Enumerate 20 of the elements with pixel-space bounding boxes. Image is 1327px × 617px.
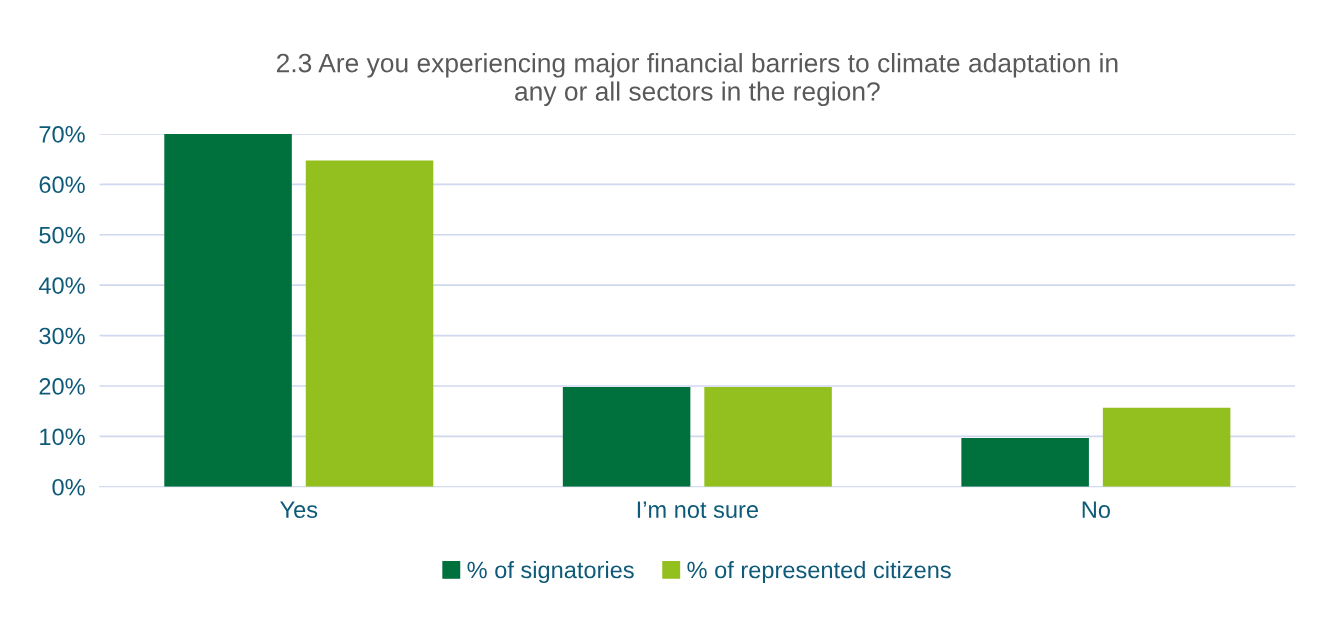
chart-title: 2.3 Are you experiencing major financial barriers to climate adaptation in any or all sectors in the region? (276, 53, 1118, 107)
y-tick-label: 20% (39, 378, 85, 395)
legend-label: % of represented citizens (687, 561, 951, 584)
y-tick-label: 50% (39, 226, 85, 244)
y-tick-label: 40% (38, 277, 85, 294)
bar (305, 160, 434, 487)
x-tick-label: I’m not sure (637, 501, 758, 519)
bar (704, 386, 832, 487)
bar (961, 437, 1089, 487)
y-tick-label: 60% (39, 176, 85, 194)
y-tick-label: 0% (52, 478, 85, 496)
bar (164, 133, 292, 487)
x-tick-label: Yes (280, 501, 318, 519)
legend-label: % of signatories (467, 561, 634, 584)
y-tick-label: 10% (40, 428, 85, 446)
y-tick-label: 70% (39, 125, 85, 143)
x-tick-label: No (1082, 501, 1110, 519)
y-tick-label: 30% (39, 327, 85, 345)
bar (1102, 407, 1231, 487)
bar (562, 386, 691, 487)
